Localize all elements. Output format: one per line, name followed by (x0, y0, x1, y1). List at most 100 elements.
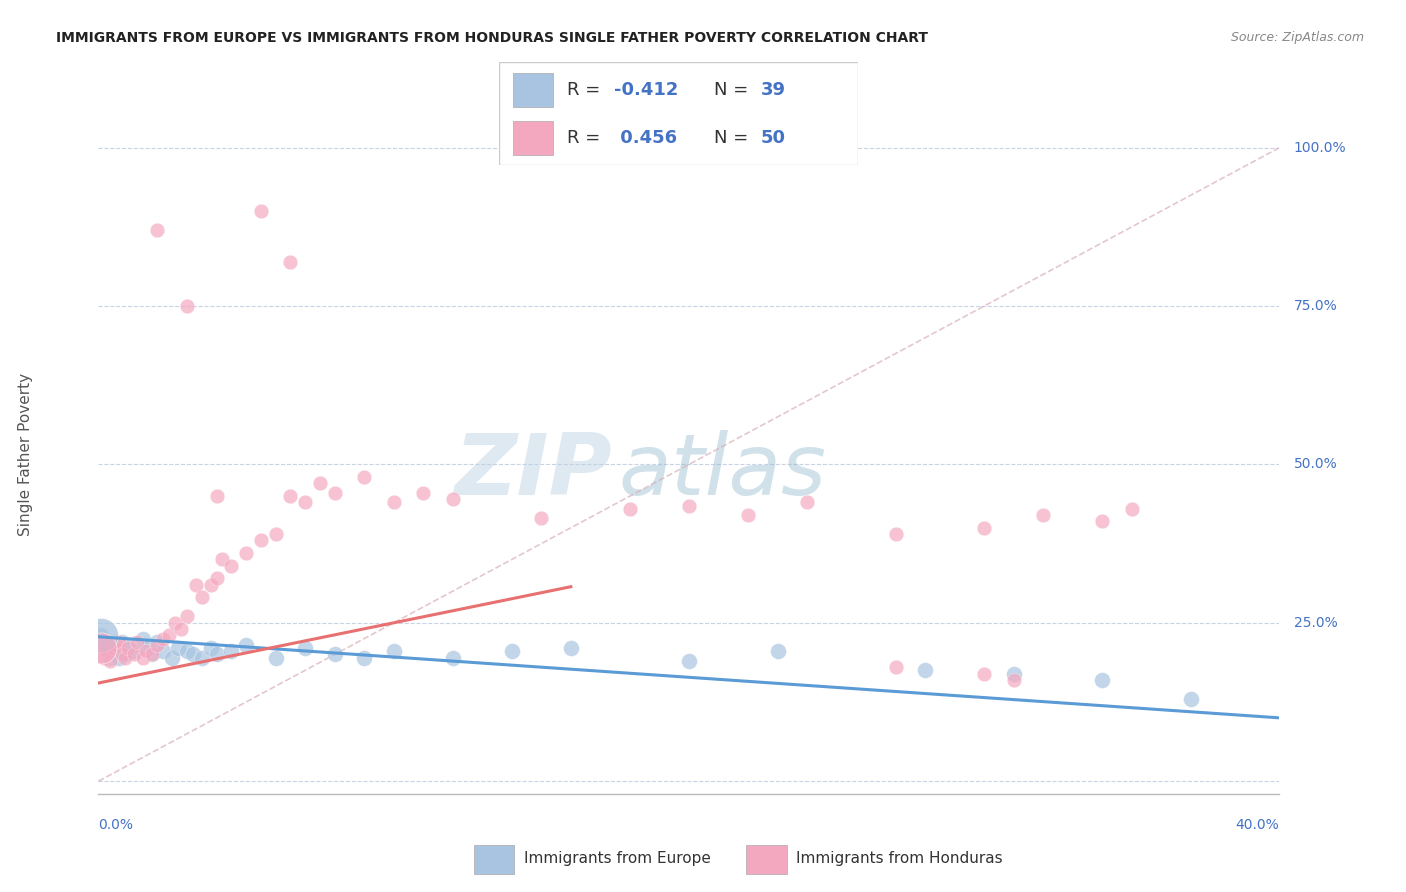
Point (146, 223, 169, 237)
Text: 25.0%: 25.0% (1294, 615, 1337, 630)
Point (141, 648, 163, 662)
Text: Single Father Poverty: Single Father Poverty (18, 374, 34, 536)
Point (170, 622, 193, 636)
Point (205, 648, 228, 662)
Point (294, 641, 316, 656)
Point (530, 511, 553, 525)
Text: IMMIGRANTS FROM EUROPE VS IMMIGRANTS FROM HONDURAS SINGLE FATHER POVERTY CORRELA: IMMIGRANTS FROM EUROPE VS IMMIGRANTS FRO… (56, 31, 928, 45)
Point (103, 638, 125, 652)
Point (132, 650, 155, 665)
Point (205, 572, 228, 586)
FancyBboxPatch shape (474, 845, 515, 874)
Text: N =: N = (714, 80, 754, 99)
Point (264, 650, 287, 665)
Text: 50.0%: 50.0% (1294, 458, 1337, 472)
Point (93, 641, 115, 656)
Point (353, 470, 375, 484)
Point (211, 552, 233, 566)
Point (678, 654, 700, 668)
Text: 100.0%: 100.0% (1294, 141, 1347, 154)
Text: -0.412: -0.412 (614, 80, 678, 99)
Point (323, 648, 346, 662)
Point (1091, 673, 1114, 687)
Text: Source: ZipAtlas.com: Source: ZipAtlas.com (1230, 31, 1364, 45)
Point (146, 638, 169, 652)
Point (441, 492, 464, 507)
Point (1002, 673, 1025, 687)
Point (132, 632, 155, 646)
Text: 75.0%: 75.0% (1294, 299, 1337, 313)
Point (501, 644, 523, 658)
Point (122, 648, 145, 662)
Point (235, 638, 257, 652)
Point (184, 578, 207, 592)
FancyBboxPatch shape (513, 73, 553, 106)
Point (96, 635, 118, 649)
Point (108, 650, 131, 665)
Point (152, 644, 174, 658)
Point (441, 650, 464, 665)
Point (973, 521, 995, 535)
Point (205, 489, 228, 503)
Point (114, 650, 136, 665)
Point (165, 615, 187, 630)
Point (111, 648, 134, 662)
Text: ZIP: ZIP (454, 430, 612, 514)
Point (135, 644, 157, 658)
Point (309, 476, 332, 491)
Point (619, 501, 641, 516)
Point (766, 644, 789, 658)
Point (737, 508, 759, 522)
FancyBboxPatch shape (499, 62, 858, 165)
Text: 0.0%: 0.0% (98, 818, 134, 831)
Point (250, 204, 273, 219)
Point (90, 641, 112, 656)
Text: R =: R = (567, 80, 606, 99)
Point (219, 644, 242, 658)
Point (98, 650, 121, 665)
Point (353, 650, 375, 665)
Point (1121, 501, 1143, 516)
FancyBboxPatch shape (513, 121, 553, 155)
Point (96, 644, 118, 658)
Point (176, 644, 198, 658)
Text: 0.456: 0.456 (614, 128, 676, 147)
Text: N =: N = (714, 128, 754, 147)
Point (1180, 691, 1202, 706)
Text: 40.0%: 40.0% (1236, 818, 1279, 831)
Point (560, 641, 582, 656)
Point (412, 486, 434, 500)
Point (90, 628, 112, 642)
Point (323, 486, 346, 500)
Point (191, 650, 214, 665)
Point (152, 632, 174, 646)
Point (114, 648, 136, 662)
Point (125, 635, 148, 649)
Point (157, 628, 180, 642)
Point (117, 641, 139, 656)
Text: 39: 39 (761, 80, 786, 99)
Point (176, 299, 198, 313)
Point (264, 527, 287, 541)
Point (111, 635, 134, 649)
Point (219, 558, 242, 573)
Text: R =: R = (567, 128, 606, 147)
Point (93, 650, 115, 665)
Point (176, 609, 198, 624)
Text: 50: 50 (761, 128, 786, 147)
Point (278, 489, 302, 503)
Point (914, 663, 936, 677)
FancyBboxPatch shape (747, 845, 786, 874)
Point (884, 660, 907, 674)
Point (162, 650, 183, 665)
Point (167, 641, 190, 656)
Point (141, 648, 163, 662)
Point (200, 578, 222, 592)
Point (382, 495, 405, 509)
Point (98, 654, 121, 668)
Point (103, 641, 125, 656)
Point (117, 638, 139, 652)
Point (90, 628, 112, 642)
Point (122, 644, 145, 658)
Point (105, 638, 128, 652)
